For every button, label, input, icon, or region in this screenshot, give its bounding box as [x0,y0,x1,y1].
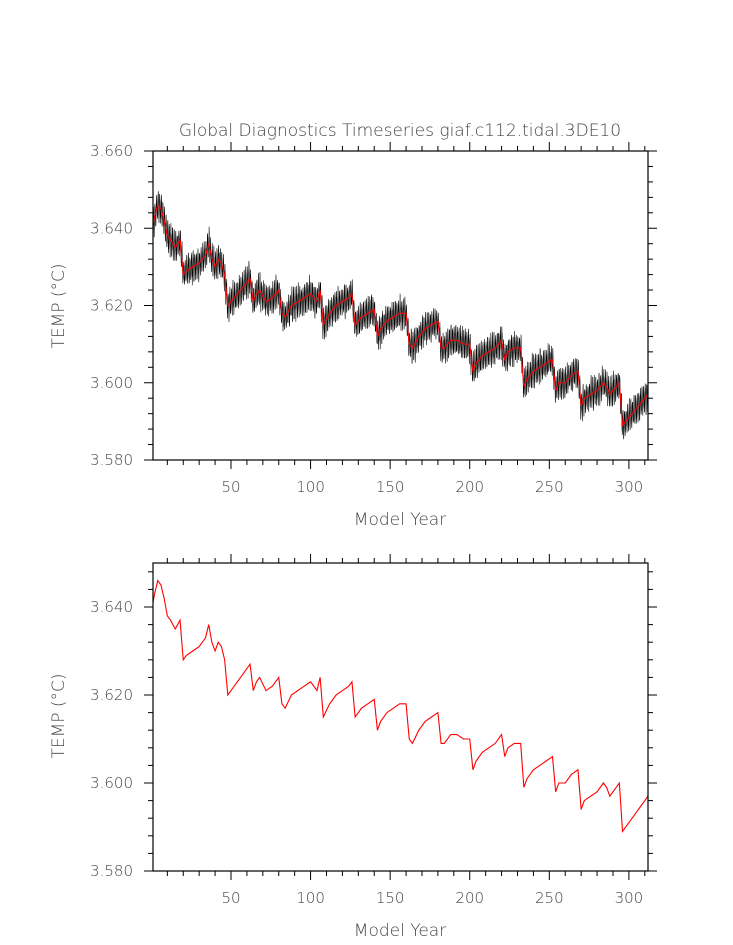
x-tick-label: 50 [221,478,240,496]
annual-mean-line [152,579,649,833]
x-tick-label: 50 [221,889,240,907]
y-tick-label: 3.640 [90,219,133,237]
x-tick-label: 250 [535,889,564,907]
x-tick-label: 100 [296,478,325,496]
x-tick-label: 150 [376,478,405,496]
monthly-series-line [152,191,649,440]
x-tick-label: 250 [535,478,564,496]
y-tick-label: 3.600 [90,374,133,392]
y-tick-label: 3.580 [90,451,133,469]
x-tick-label: 100 [296,889,325,907]
plot-area-bottom: 50 100 150 200 250 300 3.580 3.600 3.620 3.640 [90,554,657,907]
x-tick-label: 150 [376,889,405,907]
x-axis-title: Model Year [354,921,446,941]
y-tick-label: 3.600 [90,774,133,792]
x-axis-title: Model Year [354,510,446,530]
x-tick-label: 200 [455,889,484,907]
plot-area-top: 50 100 150 200 250 300 3.580 3.600 3.620 3.640 3.6… [90,142,657,496]
y-tick-label: 3.620 [90,297,133,315]
x-tick-label: 200 [455,478,484,496]
chart-title: Global Diagnostics Timeseries giaf.c112.… [179,121,621,141]
bottom-panel: TEMP (°C) Model Year 50 100 150 200 250 300 3.… [49,554,657,941]
y-tick-label: 3.580 [90,862,133,880]
annual-mean-line [152,203,649,427]
y-tick-label: 3.620 [90,686,133,704]
x-tick-label: 300 [615,478,644,496]
x-tick-label: 300 [615,889,644,907]
y-axis-title: TEMP (°C) [49,263,69,348]
y-axis-title: TEMP (°C) [49,673,69,758]
top-panel: Global Diagnostics Timeseries giaf.c112.… [49,121,657,530]
y-tick-label: 3.660 [90,142,133,160]
y-tick-label: 3.640 [90,598,133,616]
plot-frame [152,562,649,872]
